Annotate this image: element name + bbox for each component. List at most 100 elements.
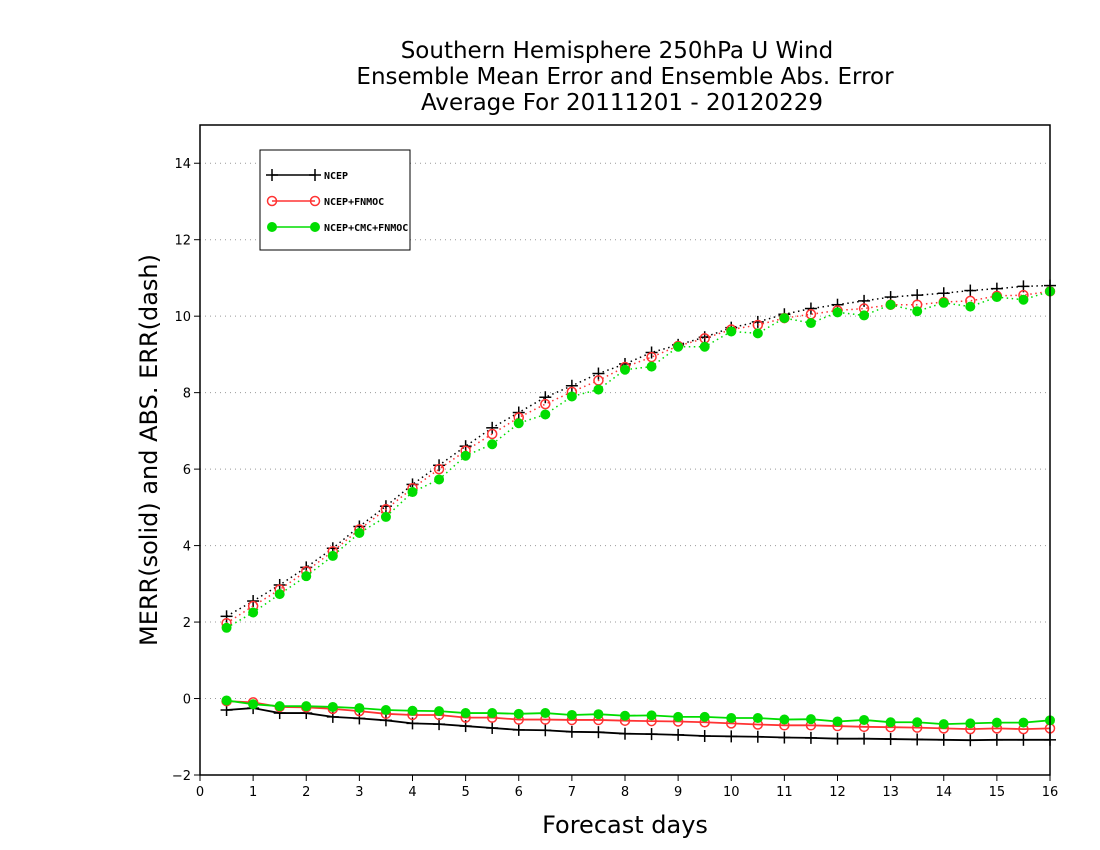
x-tick-label: 14: [935, 785, 952, 800]
series-ncep-merr-point: [990, 733, 1003, 746]
legend-marker: [266, 169, 278, 181]
y-axis-title: MERR(solid) and ABS. ERR(dash): [135, 254, 163, 646]
chart-title-line-3: Average For 20111201 - 20120229: [421, 90, 823, 116]
series-ncep-merr-point: [592, 726, 605, 739]
series-ncep-fnmoc-abs-err-point: [486, 428, 498, 440]
legend-label: NCEP: [324, 171, 348, 182]
series-ncep-cmc-fnmoc-merr-point: [885, 717, 896, 728]
series-ncep: [220, 279, 1056, 747]
series-ncep-merr-point: [937, 733, 950, 746]
y-tick-label: 8: [183, 387, 191, 402]
series-ncep-merr-point: [486, 721, 499, 734]
series-ncep-cmc-fnmoc: [221, 286, 1055, 730]
chart-title: Southern Hemisphere 250hPa U Wind Ensemb…: [356, 38, 894, 116]
x-tick-label: 15: [989, 785, 1006, 800]
series-ncep-cmc-fnmoc-merr-point: [354, 703, 365, 714]
series-ncep-cmc-fnmoc-abs-err-point: [726, 326, 737, 337]
series-ncep-fnmoc-abs-err-point: [646, 351, 657, 363]
x-tick-label: 7: [568, 785, 576, 800]
series-ncep-cmc-fnmoc-merr-point: [832, 716, 843, 727]
y-tick-label: 10: [174, 310, 191, 325]
series-ncep-cmc-fnmoc-abs-err-line: [226, 290, 1051, 629]
series-ncep-cmc-fnmoc-abs-err-point: [779, 313, 790, 324]
series-ncep-cmc-fnmoc-abs-err-point: [859, 310, 870, 321]
x-tick-label: 3: [355, 785, 363, 800]
series-ncep-cmc-fnmoc-merr-point: [699, 711, 710, 722]
series-ncep-merr-point: [565, 725, 578, 738]
series-ncep-merr-point: [698, 730, 711, 742]
series-ncep-abs-err-point: [592, 367, 605, 380]
series-ncep-cmc-fnmoc-abs-err-point: [566, 391, 577, 402]
series-ncep-cmc-fnmoc-abs-err-point: [912, 306, 923, 317]
series-ncep-merr-point: [619, 727, 631, 740]
series-ncep-cmc-fnmoc-abs-err-point: [620, 364, 630, 375]
series-ncep-cmc-fnmoc-abs-err-point: [540, 409, 551, 420]
legend-entry-ncep-cmc-fnmoc: NCEP+CMC+FNMOC: [267, 222, 408, 234]
chart-title-line-2: Ensemble Mean Error and Ensemble Abs. Er…: [356, 64, 894, 90]
legend-box: [259, 149, 411, 251]
series-ncep-cmc-fnmoc-abs-err-point: [938, 297, 949, 308]
series-ncep-cmc-fnmoc-merr-point: [912, 717, 923, 728]
series-ncep-cmc-fnmoc-abs-err-point: [354, 527, 365, 538]
series-ncep-cmc-fnmoc-merr-point: [274, 701, 285, 712]
series-ncep-cmc-fnmoc-abs-err-point: [460, 450, 471, 461]
series-ncep-cmc-fnmoc-merr-point: [407, 705, 418, 716]
series-ncep-merr-point: [1017, 733, 1030, 746]
series-ncep-merr-point: [379, 714, 392, 727]
y-tick-label: 0: [183, 693, 191, 708]
series-ncep-merr-point: [884, 733, 897, 746]
series-ncep-cmc-fnmoc-abs-err-point: [699, 341, 710, 352]
series-ncep-abs-err-line: [226, 284, 1051, 617]
series-ncep-cmc-fnmoc-merr-point: [327, 701, 338, 712]
series-ncep-cmc-fnmoc-abs-err-point: [965, 301, 976, 312]
legend-entry-ncep: NCEP: [266, 169, 348, 182]
series-ncep-merr-point: [725, 730, 738, 743]
legend-marker: [309, 169, 321, 181]
series-ncep-cmc-fnmoc-abs-err-point: [327, 550, 338, 561]
series-ncep-merr-line: [226, 707, 1050, 742]
series-ncep-merr-point: [539, 724, 552, 737]
series-ncep-abs-err-point: [539, 391, 552, 404]
legend-entries: NCEP NCEP+FNMOC NCEP+CMC+FNMOC: [266, 169, 408, 234]
series-ncep-merr-point: [645, 728, 658, 741]
series-ncep-cmc-fnmoc-merr-point: [487, 708, 498, 719]
legend-label: NCEP+FNMOC: [324, 197, 384, 208]
series-ncep-fnmoc-abs-err-point: [433, 463, 445, 475]
series-ncep-cmc-fnmoc-merr-point: [673, 711, 684, 722]
y-tick-label: 6: [183, 463, 191, 478]
series-ncep-cmc-fnmoc-merr-point: [726, 713, 737, 724]
x-tick-label: 12: [829, 785, 846, 800]
series-ncep-merr-point: [672, 728, 685, 741]
series-ncep-merr-point: [858, 732, 871, 745]
series-ncep-cmc-fnmoc-abs-err-point: [885, 299, 896, 310]
y-tick-label: 12: [174, 234, 191, 249]
series-ncep-abs-err-point: [565, 379, 578, 392]
series-ncep-cmc-fnmoc-merr-point: [646, 710, 657, 721]
series-ncep-cmc-fnmoc-abs-err-point: [832, 307, 843, 318]
series-ncep-abs-err-point: [486, 421, 499, 434]
legend-entry-ncep-fnmoc: NCEP+FNMOC: [266, 195, 384, 208]
x-tick-label: 11: [776, 785, 793, 800]
series-ncep-abs-err-point: [220, 610, 233, 623]
y-tick-label: −2: [172, 769, 191, 784]
series-ncep-cmc-fnmoc-abs-err-point: [248, 607, 259, 618]
series-ncep-cmc-fnmoc-merr-point: [566, 709, 577, 720]
series-ncep-cmc-fnmoc-abs-err-point: [752, 328, 763, 339]
series-ncep-cmc-fnmoc-abs-err-point: [593, 384, 604, 395]
x-tick-label: 5: [461, 785, 469, 800]
series-ncep-cmc-fnmoc-merr-point: [434, 706, 445, 717]
series-ncep-cmc-fnmoc-merr-point: [805, 714, 816, 725]
series-ncep-cmc-fnmoc-merr-point: [752, 713, 763, 724]
legend-label: NCEP+CMC+FNMOC: [324, 223, 408, 234]
series-ncep-fnmoc-abs-err-point: [540, 398, 551, 410]
series-ncep-merr-point: [804, 731, 817, 744]
legend-marker: [267, 222, 277, 232]
series-ncep-cmc-fnmoc-abs-err-point: [380, 511, 391, 522]
series-ncep-cmc-fnmoc-merr-point: [593, 709, 604, 720]
x-tick-label: 13: [882, 785, 899, 800]
series-ncep-fnmoc-abs-err-line: [226, 290, 1051, 624]
series-ncep-merr-point: [751, 730, 764, 743]
series-ncep-cmc-fnmoc-merr-point: [460, 708, 471, 719]
plot-frame: [199, 124, 1051, 776]
